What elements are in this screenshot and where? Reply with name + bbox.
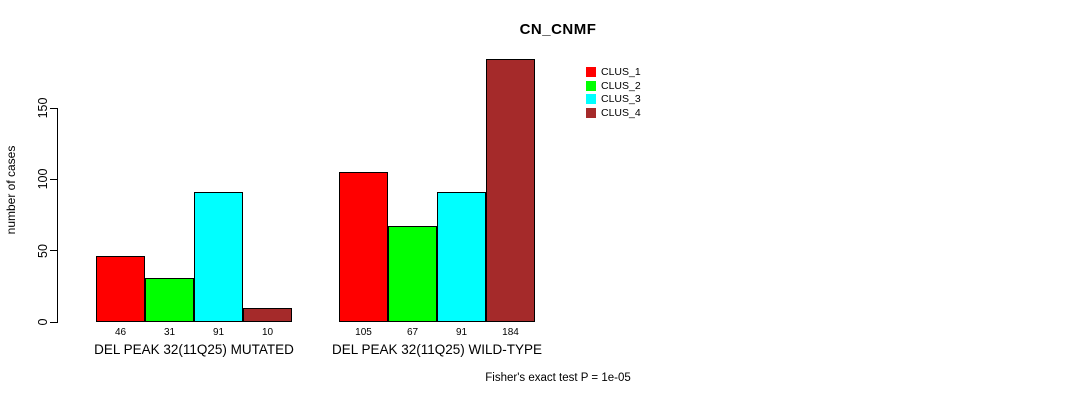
bar-clus-2-del-peak-32-11q25-wild-type <box>388 226 437 322</box>
legend-label: CLUS_3 <box>601 93 641 106</box>
bar-clus-3-del-peak-32-11q25-wild-type <box>437 192 486 322</box>
legend-label: CLUS_2 <box>601 79 641 92</box>
y-axis-line <box>57 108 58 323</box>
bar-clus-2-del-peak-32-11q25-mutated <box>145 277 194 322</box>
legend: CLUS_1 CLUS_2 CLUS_3 CLUS_4 <box>586 66 641 120</box>
bar-value-label: 91 <box>455 327 468 338</box>
legend-color-swatch <box>586 94 596 105</box>
x-axis-group-label: DEL PEAK 32(11Q25) WILD-TYPE <box>331 342 543 357</box>
y-axis-tick-label-text: 0 <box>36 318 50 326</box>
y-axis-tick-label-text: 100 <box>36 168 50 190</box>
bar-value-label: 10 <box>261 327 274 338</box>
y-axis-tick-label-text: 50 <box>36 243 50 258</box>
legend-label: CLUS_4 <box>601 107 641 120</box>
stat-test-annotation: Fisher's exact test P = 1e-05 <box>485 372 631 384</box>
bar-clus-3-del-peak-32-11q25-mutated <box>194 192 243 322</box>
y-axis-tick <box>50 178 57 180</box>
bar-value-label: 67 <box>406 327 419 338</box>
bar-clus-4-del-peak-32-11q25-wild-type <box>486 59 535 322</box>
bar-value-label: 91 <box>212 327 225 338</box>
y-axis-tick <box>50 107 57 109</box>
legend-item: CLUS_3 <box>586 93 641 107</box>
legend-item: CLUS_1 <box>586 66 641 80</box>
bar-clus-1-del-peak-32-11q25-wild-type <box>339 172 388 322</box>
x-axis-group-label: DEL PEAK 32(11Q25) MUTATED <box>94 342 294 357</box>
y-axis-tick <box>50 250 57 252</box>
bar-value-label: 105 <box>355 327 372 338</box>
bar-value-label: 31 <box>163 327 176 338</box>
chart-title: CN_CNMF <box>519 21 597 38</box>
legend-color-swatch <box>586 108 596 119</box>
bar-clus-1-del-peak-32-11q25-mutated <box>96 256 145 322</box>
legend-color-swatch <box>586 67 596 78</box>
bar-value-label: 46 <box>114 327 127 338</box>
legend-color-swatch <box>586 80 596 91</box>
y-axis-tick <box>50 321 57 323</box>
legend-label: CLUS_1 <box>601 66 641 79</box>
legend-item: CLUS_4 <box>586 106 641 120</box>
bar-clus-4-del-peak-32-11q25-mutated <box>243 307 292 322</box>
legend-item: CLUS_2 <box>586 79 641 93</box>
y-axis-tick-label-text: 150 <box>36 97 50 119</box>
bar-value-label: 184 <box>502 327 519 338</box>
